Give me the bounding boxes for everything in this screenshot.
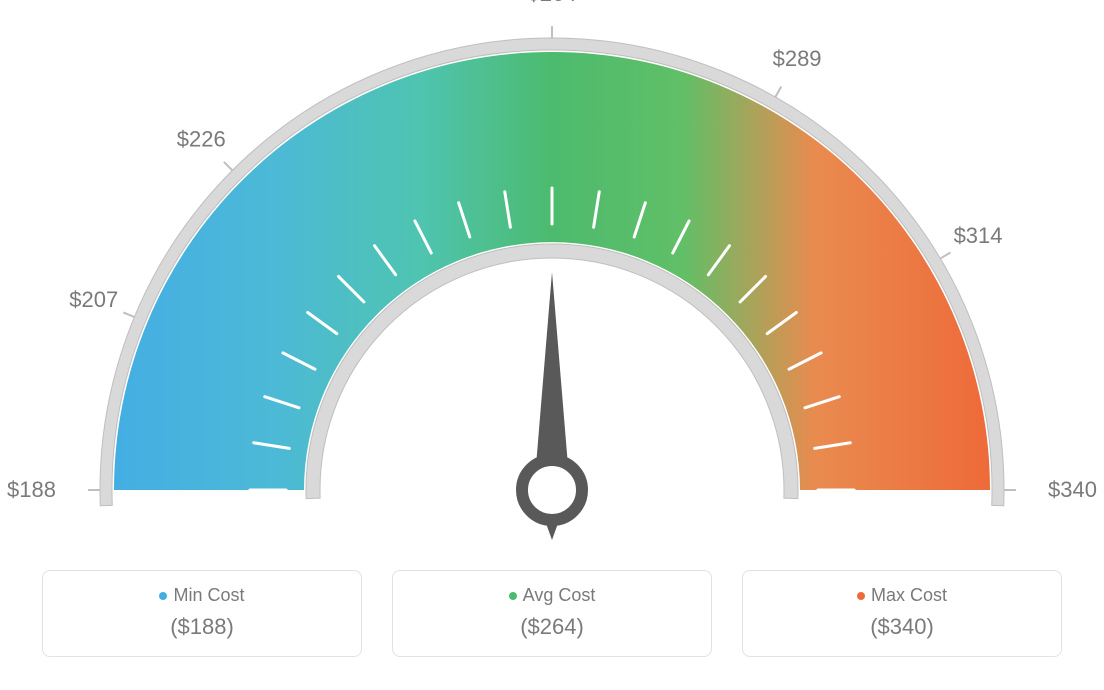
legend-title-min: Min Cost bbox=[61, 585, 343, 606]
legend-label-avg: Avg Cost bbox=[523, 585, 596, 605]
gauge-chart: $188 $207 $226 $264 $289 $314 $340 bbox=[0, 0, 1104, 560]
legend-label-min: Min Cost bbox=[173, 585, 244, 605]
gauge-svg: $188 $207 $226 $264 $289 $314 $340 bbox=[0, 0, 1104, 560]
legend-title-max: Max Cost bbox=[761, 585, 1043, 606]
legend-value-avg: ($264) bbox=[411, 614, 693, 640]
legend-dot-max bbox=[857, 592, 865, 600]
legend-title-avg: Avg Cost bbox=[411, 585, 693, 606]
svg-text:$340: $340 bbox=[1048, 477, 1097, 502]
svg-text:$289: $289 bbox=[773, 46, 822, 71]
svg-text:$226: $226 bbox=[177, 126, 226, 151]
svg-text:$207: $207 bbox=[69, 287, 118, 312]
legend-card-avg: Avg Cost ($264) bbox=[392, 570, 712, 657]
legend-label-max: Max Cost bbox=[871, 585, 947, 605]
legend-value-max: ($340) bbox=[761, 614, 1043, 640]
legend-value-min: ($188) bbox=[61, 614, 343, 640]
legend-row: Min Cost ($188) Avg Cost ($264) Max Cost… bbox=[0, 570, 1104, 657]
legend-card-max: Max Cost ($340) bbox=[742, 570, 1062, 657]
svg-text:$314: $314 bbox=[954, 223, 1003, 248]
svg-text:$188: $188 bbox=[7, 477, 56, 502]
legend-dot-min bbox=[159, 592, 167, 600]
legend-dot-avg bbox=[509, 592, 517, 600]
legend-card-min: Min Cost ($188) bbox=[42, 570, 362, 657]
svg-text:$264: $264 bbox=[528, 0, 577, 6]
